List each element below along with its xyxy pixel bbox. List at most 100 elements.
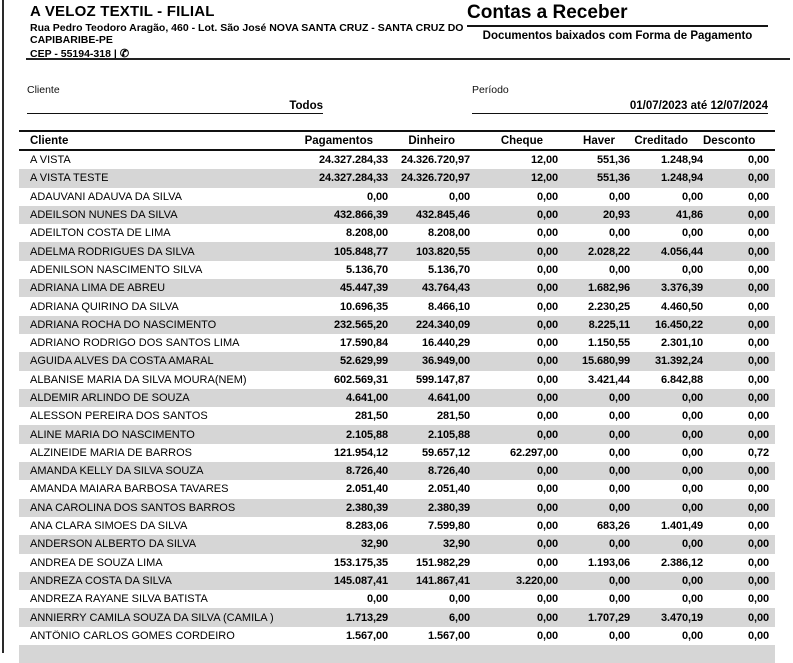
amount-cell: 20,93 <box>602 209 630 222</box>
filter-periodo-value[interactable]: 01/07/2023 até 12/07/2024 <box>629 100 768 112</box>
table-header-row: Cliente Pagamentos Dinheiro Cheque Haver… <box>19 130 775 151</box>
filter-periodo[interactable]: Período 01/07/2023 até 12/07/2024 <box>472 84 768 114</box>
amount-cell: 0,00 <box>681 501 703 514</box>
amount-cell: 24.327.284,33 <box>318 154 388 167</box>
amount-cell: 24.326.720,97 <box>400 172 470 185</box>
amount-cell: 0,00 <box>747 355 769 368</box>
amount-cell: 0,00 <box>608 190 630 203</box>
amount-cell: 16.450,22 <box>654 318 703 331</box>
client-name-cell: A VISTA TESTE <box>30 172 109 185</box>
table-row: A VISTA TESTE 24.327.284,33 24.326.720,97 1… <box>19 169 775 188</box>
amount-cell: 32,90 <box>360 538 388 551</box>
column-header-dinheiro: Dinheiro <box>408 134 455 147</box>
client-name-cell: ALZINEIDE MARIA DE BARROS <box>30 446 192 459</box>
amount-cell: 52.629,99 <box>339 355 388 368</box>
amount-cell: 1.248,94 <box>660 172 703 185</box>
amount-cell: 602.569,31 <box>333 373 388 386</box>
amount-cell: 281,50 <box>354 410 388 423</box>
table-row: AMANDA MAIARA BARBOSA TAVARES 2.051,40 2.0… <box>19 480 775 498</box>
company-cep: CEP - 55194-318 | <box>30 48 117 60</box>
page-left-border <box>2 0 4 653</box>
amount-cell: 8.726,40 <box>345 465 388 478</box>
amount-cell: 0,72 <box>747 446 769 459</box>
amount-cell: 1.707,29 <box>587 611 630 624</box>
amount-cell: 0,00 <box>536 373 558 386</box>
amount-cell: 0,00 <box>366 593 388 606</box>
table-rows: A VISTA 24.327.284,33 24.326.720,97 12,00 55… <box>19 151 775 663</box>
report-heading: Contas a Receber Documentos baixados com… <box>467 2 768 42</box>
amount-cell: 62.297,00 <box>509 446 558 459</box>
amount-cell: 31.392,24 <box>654 355 703 368</box>
amount-cell: 0,00 <box>681 629 703 642</box>
amount-cell: 0,00 <box>608 538 630 551</box>
amount-cell: 599.147,87 <box>415 373 470 386</box>
report-subtitle: Documentos baixados com Forma de Pagamen… <box>482 30 753 42</box>
amount-cell: 0,00 <box>608 428 630 441</box>
amount-cell: 0,00 <box>747 483 769 496</box>
amount-cell: 0,00 <box>747 428 769 441</box>
column-header-pagamentos: Pagamentos <box>304 134 373 147</box>
client-name-cell: ANDREZA RAYANE SILVA BATISTA <box>30 593 208 606</box>
amount-cell: 0,00 <box>448 190 470 203</box>
amount-cell: 0,00 <box>747 556 769 569</box>
amount-cell: 2.051,40 <box>345 483 388 496</box>
filter-cliente-value[interactable]: Todos <box>289 100 323 112</box>
phone-icon: ✆ <box>119 48 130 60</box>
amount-cell: 4.641,00 <box>345 392 388 404</box>
amount-cell: 0,00 <box>747 410 769 423</box>
amount-cell: 103.820,55 <box>415 245 470 258</box>
amount-cell: 36.949,00 <box>421 355 470 368</box>
amount-cell: 0,00 <box>747 209 769 222</box>
amount-cell: 2.051,40 <box>427 483 470 496</box>
amount-cell: 0,00 <box>536 245 558 258</box>
amount-cell: 3.376,39 <box>660 282 703 295</box>
amount-cell: 8.726,40 <box>427 465 470 478</box>
amount-cell: 153.175,35 <box>333 556 388 569</box>
table-row: ADEILTON COSTA DE LIMA 8.208,00 8.208,00 0,… <box>19 224 775 242</box>
amount-cell: 0,00 <box>608 446 630 459</box>
amount-cell: 0,00 <box>536 428 558 441</box>
amount-cell: 17.590,84 <box>339 337 388 350</box>
amount-cell: 0,00 <box>536 593 558 606</box>
amount-cell: 0,00 <box>608 263 630 276</box>
amount-cell: 8.466,10 <box>427 300 470 313</box>
amount-cell: 15.680,99 <box>581 355 630 368</box>
amount-cell: 12,00 <box>530 172 558 185</box>
table-row: ANTÔNIO CARLOS GOMES CORDEIRO 1.567,00 1.5… <box>19 627 775 645</box>
column-header-creditado: Creditado <box>634 134 688 147</box>
header-divider <box>26 58 790 60</box>
table-row: ADRIANA ROCHA DO NASCIMENTO 232.565,20 224… <box>19 315 775 334</box>
amount-cell: 1.567,00 <box>427 629 470 642</box>
amount-cell: 2.105,88 <box>345 428 388 441</box>
client-name-cell: ADEILTON COSTA DE LIMA <box>30 227 171 240</box>
client-name-cell: ANA CLARA SIMOES DA SILVA <box>30 520 188 533</box>
amount-cell: 0,00 <box>681 483 703 496</box>
table-row: ANDREA DE SOUZA LIMA 153.175,35 151.982,29… <box>19 554 775 572</box>
table-row: ADEILSON NUNES DA SILVA 432.866,39 432.845… <box>19 205 775 225</box>
amount-cell: 145.087,41 <box>333 574 388 587</box>
amount-cell: 0,00 <box>681 392 703 404</box>
amount-cell: 0,00 <box>536 556 558 569</box>
table-row: ANDREZA RAYANE SILVA BATISTA 0,00 0,00 0,00… <box>19 590 775 608</box>
amount-cell: 224.340,09 <box>415 318 470 331</box>
filter-cliente[interactable]: Cliente Todos <box>27 84 323 114</box>
table-row: ADELMA RODRIGUES DA SILVA 105.848,77 103.8… <box>19 242 775 261</box>
amount-cell: 0,00 <box>536 282 558 295</box>
table-row: AGUIDA ALVES DA COSTA AMARAL 52.629,99 36.… <box>19 352 775 371</box>
amount-cell: 2.380,39 <box>345 501 388 514</box>
amount-cell: 1.150,55 <box>587 337 630 350</box>
letterhead: A VELOZ TEXTIL - FILIAL Rua Pedro Teodor… <box>30 3 480 60</box>
amount-cell: 0,00 <box>681 410 703 423</box>
amount-cell: 551,36 <box>596 172 630 185</box>
client-name-cell: ADAUVANI ADAUVA DA SILVA <box>30 190 183 203</box>
amount-cell: 0,00 <box>681 428 703 441</box>
amount-cell: 0,00 <box>536 465 558 478</box>
column-header-haver: Haver <box>583 134 615 147</box>
amount-cell: 4.641,00 <box>427 392 470 404</box>
amount-cell: 0,00 <box>448 593 470 606</box>
company-cep-line: CEP - 55194-318 | ✆ <box>30 48 480 60</box>
company-name: A VELOZ TEXTIL - FILIAL <box>30 3 215 20</box>
amount-cell: 32,90 <box>442 538 470 551</box>
amount-cell: 0,00 <box>536 227 558 240</box>
client-name-cell: ALESSON PEREIRA DOS SANTOS <box>30 410 208 423</box>
